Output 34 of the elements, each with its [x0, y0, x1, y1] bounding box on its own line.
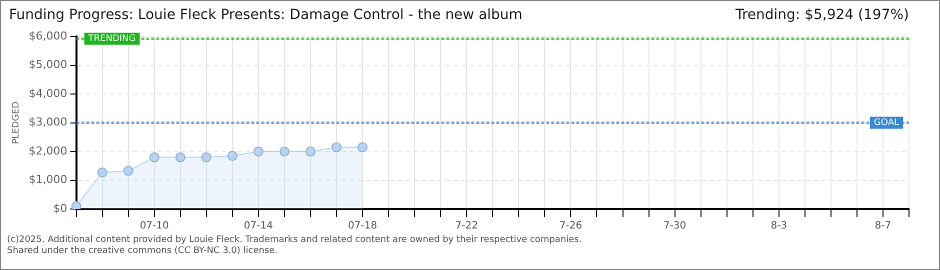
point: [253, 146, 264, 157]
point: [97, 168, 108, 178]
y-tick-label: $4,000: [28, 86, 68, 100]
text: Shared under the creative commons (CC BY-NC 3.0) license.: [7, 246, 279, 257]
x-tick-label: 8-3: [770, 220, 788, 232]
y-tick-label: $6,000: [28, 29, 68, 42]
point: [123, 166, 134, 176]
point: [201, 152, 212, 162]
y-tick-label: $1,000: [28, 173, 68, 186]
ref-line-label: GOAL: [874, 118, 900, 128]
point: [358, 142, 368, 152]
x-tick-label: 07-18: [348, 220, 378, 232]
chart-title: Funding Progress: Louie Fleck Presents: Damage Control - the new album: [9, 7, 522, 25]
point: [332, 142, 342, 152]
y-tick-label: $3,000: [28, 116, 68, 129]
x-tick-label: 7-22: [455, 220, 478, 232]
x-tick-label: 07-10: [140, 220, 169, 232]
y-tick-label: $5,000: [28, 58, 68, 72]
point: [175, 152, 186, 162]
y-tick-label: $0: [53, 202, 68, 215]
point: [279, 146, 290, 157]
x-tick-label: 07-14: [244, 220, 273, 232]
point: [305, 146, 316, 157]
point: [149, 152, 160, 162]
x-tick-label: 7-26: [559, 220, 582, 232]
x-tick-label: 7-30: [663, 220, 686, 232]
y-axis-title: PLEDGED: [12, 101, 22, 144]
text: Trending: $5,924 (197%): [735, 7, 909, 25]
point: [71, 201, 82, 209]
x-tick-label: 8-7: [874, 220, 892, 232]
text: (c)2025. Additional content provided by Louie Fleck. Trademarks and related content are owned by their respective companies.: [7, 235, 583, 246]
y-tick-label: $2,000: [28, 144, 68, 158]
ref-line-label: TRENDING: [87, 34, 136, 44]
point: [227, 150, 238, 161]
